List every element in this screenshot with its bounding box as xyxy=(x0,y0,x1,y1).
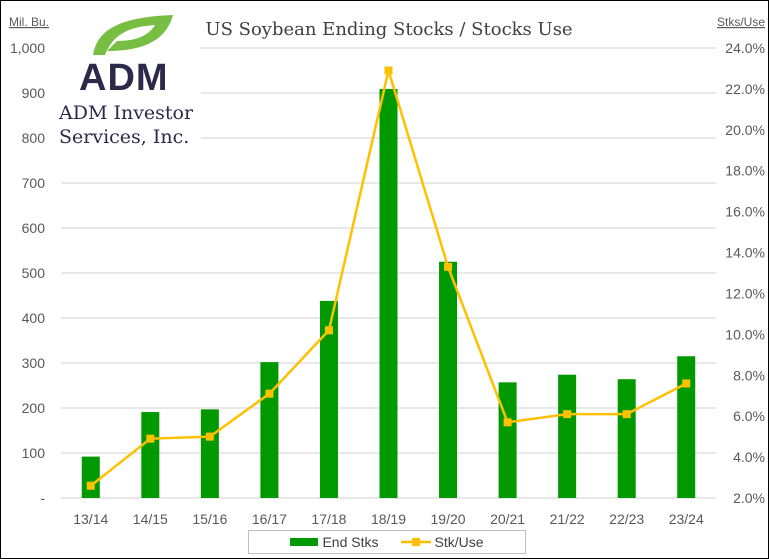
legend-label: Stk/Use xyxy=(434,534,484,550)
left-tick-label: 500 xyxy=(22,265,46,281)
bar-21-22 xyxy=(558,374,577,498)
stk-use-point-20-21 xyxy=(503,418,512,427)
stk-use-point-14-15 xyxy=(146,434,155,443)
x-tick-label: 20/21 xyxy=(490,511,525,527)
x-tick-label: 13/14 xyxy=(73,511,108,527)
stk-use-point-22-23 xyxy=(622,410,631,419)
bar-19-20 xyxy=(439,261,458,498)
left-tick-label: 200 xyxy=(22,400,46,416)
left-tick-label: 700 xyxy=(22,175,46,191)
logo-company-line1: ADM Investor xyxy=(59,102,194,124)
stk-use-point-19-20 xyxy=(444,262,453,271)
bar-swatch-icon xyxy=(290,538,319,546)
chart-title: US Soybean Ending Stocks / Stocks Use xyxy=(205,19,572,40)
legend-item-stk-use: Stk/Use xyxy=(400,534,484,550)
x-tick-label: 17/18 xyxy=(311,511,346,527)
line-swatch-icon xyxy=(400,538,431,546)
left-tick-label: 400 xyxy=(22,310,46,326)
bar-14-15 xyxy=(141,412,160,498)
left-tick-label: 300 xyxy=(22,355,46,371)
left-tick-label: 900 xyxy=(22,85,46,101)
bar-18-19 xyxy=(379,88,398,498)
stk-use-point-15-16 xyxy=(205,432,214,441)
bar-13-14 xyxy=(81,456,100,498)
right-tick-label: 24.0% xyxy=(725,40,765,56)
left-tick-label: 100 xyxy=(22,445,46,461)
left-tick-label: 1,000 xyxy=(10,40,45,56)
stk-use-point-18-19 xyxy=(384,66,393,75)
right-tick-label: 4.0% xyxy=(733,449,765,465)
right-tick-label: 20.0% xyxy=(725,122,765,138)
stk-use-point-17-18 xyxy=(324,326,333,335)
x-tick-label: 19/20 xyxy=(431,511,466,527)
right-axis-label: Stks/Use xyxy=(717,15,765,29)
bar-16-17 xyxy=(260,362,279,498)
stk-use-point-21-22 xyxy=(563,410,572,419)
left-axis-label: Mil. Bu. xyxy=(9,15,49,29)
x-tick-label: 15/16 xyxy=(192,511,227,527)
x-tick-label: 18/19 xyxy=(371,511,406,527)
x-tick-label: 14/15 xyxy=(133,511,168,527)
bar-22-23 xyxy=(617,379,636,498)
right-tick-label: 14.0% xyxy=(725,245,765,261)
right-tick-label: 18.0% xyxy=(725,163,765,179)
x-tick-label: 16/17 xyxy=(252,511,287,527)
right-tick-label: 22.0% xyxy=(725,81,765,97)
x-tick-label: 21/22 xyxy=(550,511,585,527)
right-tick-label: 8.0% xyxy=(733,367,765,383)
left-tick-label: 800 xyxy=(22,130,46,146)
logo-company-line2: Services, Inc. xyxy=(59,126,190,148)
legend-label: End Stks xyxy=(322,534,379,550)
stk-use-point-13-14 xyxy=(86,481,95,490)
right-tick-label: 16.0% xyxy=(725,204,765,220)
bar-23-24 xyxy=(677,356,696,498)
bar-15-16 xyxy=(200,409,219,498)
legend: End Stks Stk/Use xyxy=(248,530,526,554)
stk-use-point-16-17 xyxy=(265,389,274,398)
adm-logo: ADM ADM Investor Services, Inc. xyxy=(51,9,201,149)
stk-use-point-23-24 xyxy=(682,379,691,388)
left-tick-label: 600 xyxy=(22,220,46,236)
right-tick-label: 6.0% xyxy=(733,408,765,424)
legend-item-end-stks: End Stks xyxy=(290,534,379,550)
right-tick-label: 12.0% xyxy=(725,285,765,301)
bar-20-21 xyxy=(498,382,517,498)
x-tick-label: 22/23 xyxy=(609,511,644,527)
left-tick-label: - xyxy=(40,490,45,506)
logo-company: ADM Investor Services, Inc. xyxy=(59,101,193,149)
right-tick-label: 10.0% xyxy=(725,326,765,342)
x-tick-label: 23/24 xyxy=(669,511,704,527)
bar-17-18 xyxy=(319,300,338,498)
logo-brand: ADM xyxy=(79,57,169,99)
leaf-icon xyxy=(93,15,173,55)
right-tick-label: 2.0% xyxy=(733,490,765,506)
